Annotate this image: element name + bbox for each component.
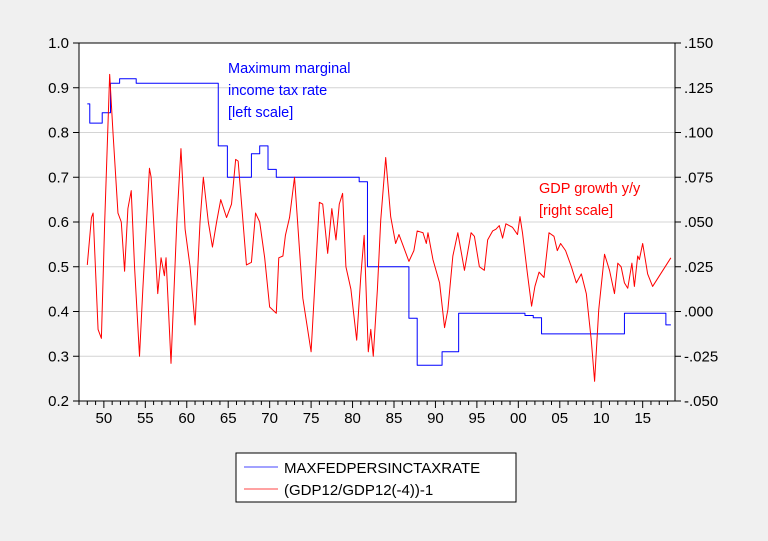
x-tick-label: 70 bbox=[261, 410, 278, 427]
annotation-tax-rate: Maximum marginal income tax rate [left s… bbox=[228, 61, 350, 121]
axes: 0.2 0.3 0.4 0.5 0.6 0.7 0.8 0.9 1.0 -.050 -.025 .00… bbox=[48, 35, 718, 427]
legend-label-tax: MAXFEDPERSINCTAXRATE bbox=[284, 460, 480, 477]
x-tick-label: 95 bbox=[469, 410, 486, 427]
right-tick-label: .125 bbox=[684, 80, 713, 97]
right-tick-label: .100 bbox=[684, 125, 713, 142]
annotation-tax-line-3: [left scale] bbox=[228, 105, 293, 121]
x-tick-label: 00 bbox=[510, 410, 527, 427]
x-tick-label: 60 bbox=[178, 410, 195, 427]
series-layer bbox=[86, 73, 672, 382]
annotation-gdp-line-2: [right scale] bbox=[539, 203, 613, 219]
x-tick-label: 10 bbox=[593, 410, 610, 427]
right-tick-label: .075 bbox=[684, 169, 713, 186]
legend-label-gdp: (GDP12/GDP12(-4))-1 bbox=[284, 482, 433, 499]
legend-box bbox=[235, 452, 517, 503]
left-tick-label: 0.3 bbox=[48, 348, 69, 365]
left-tick-label: 0.7 bbox=[48, 169, 69, 186]
left-tick-label: 0.2 bbox=[48, 393, 69, 410]
right-tick-label: .000 bbox=[684, 304, 713, 321]
right-tick-label: .050 bbox=[684, 214, 713, 231]
x-tick-label: 05 bbox=[551, 410, 568, 427]
left-tick-label: 1.0 bbox=[48, 35, 69, 52]
left-tick-label: 0.9 bbox=[48, 80, 69, 97]
right-tick-label: .025 bbox=[684, 259, 713, 276]
x-tick-label: 80 bbox=[344, 410, 361, 427]
right-tick-label: .150 bbox=[684, 35, 713, 52]
annotation-tax-line-2: income tax rate bbox=[228, 83, 327, 99]
x-tick-label: 85 bbox=[386, 410, 403, 427]
left-tick-label: 0.4 bbox=[48, 304, 69, 321]
legend: MAXFEDPERSINCTAXRATE (GDP12/GDP12(-4))-1 bbox=[235, 452, 517, 503]
x-tick-label: 65 bbox=[220, 410, 237, 427]
x-tick-label: 15 bbox=[634, 410, 651, 427]
right-tick-label: -.050 bbox=[684, 393, 718, 410]
tax-rate-line bbox=[87, 78, 671, 366]
annotation-gdp-line-1: GDP growth y/y bbox=[539, 181, 641, 197]
gdp-growth-line bbox=[86, 73, 672, 382]
x-tick-label: 55 bbox=[137, 410, 154, 427]
left-tick-label: 0.6 bbox=[48, 214, 69, 231]
x-tick-label: 75 bbox=[303, 410, 320, 427]
left-tick-label: 0.5 bbox=[48, 259, 69, 276]
x-tick-label: 50 bbox=[96, 410, 113, 427]
left-tick-label: 0.8 bbox=[48, 125, 69, 142]
annotation-gdp: GDP growth y/y [right scale] bbox=[539, 181, 641, 219]
x-tick-label: 90 bbox=[427, 410, 444, 427]
annotation-tax-line-1: Maximum marginal bbox=[228, 61, 350, 77]
right-tick-label: -.025 bbox=[684, 348, 718, 365]
